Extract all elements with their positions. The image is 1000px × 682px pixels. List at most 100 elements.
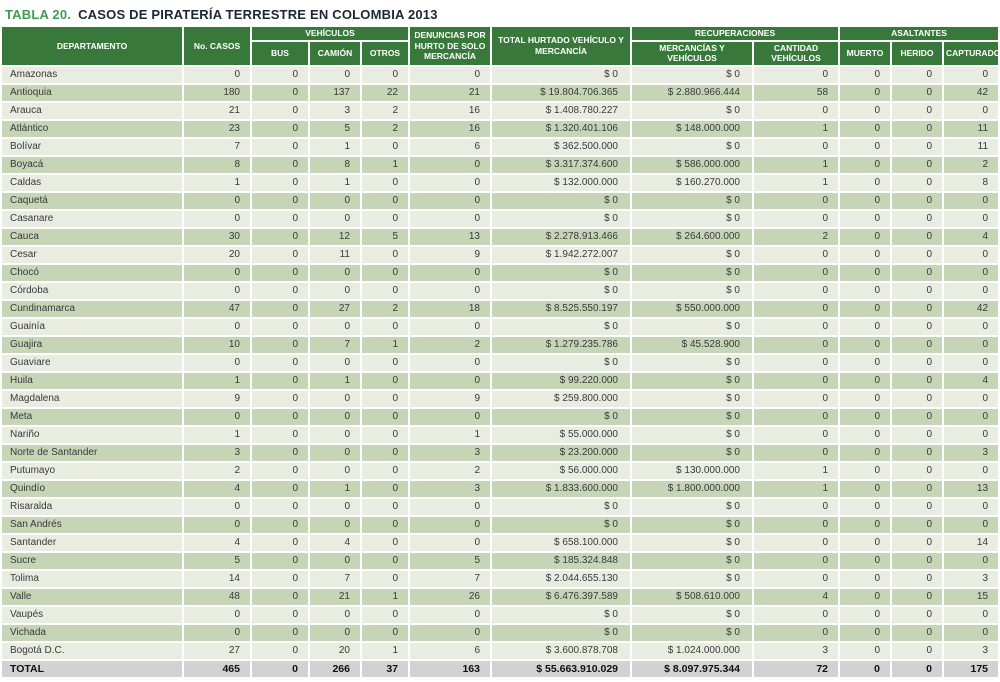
value-cell: 0 [184, 606, 250, 623]
value-cell: 0 [310, 606, 360, 623]
col-header-camion: CAMIÓN [310, 41, 360, 65]
department-cell: Bolívar [2, 138, 182, 155]
value-cell: 0 [184, 354, 250, 371]
value-cell: 0 [252, 354, 308, 371]
value-cell: 72 [754, 660, 839, 677]
value-cell: 0 [840, 426, 891, 443]
group-header-vehiculos: VEHÍCULOS [252, 27, 408, 40]
value-cell: $ 0 [632, 372, 752, 389]
value-cell: 0 [252, 534, 308, 551]
value-cell: 0 [184, 282, 250, 299]
department-cell: Nariño [2, 426, 182, 443]
department-cell: Córdoba [2, 282, 182, 299]
value-cell: 5 [410, 552, 490, 569]
value-cell: 0 [362, 192, 408, 209]
department-cell: Guajira [2, 336, 182, 353]
value-cell: 0 [840, 282, 891, 299]
value-cell: 0 [892, 462, 943, 479]
value-cell: 0 [754, 264, 839, 281]
col-header-no-casos: No. CASOS [184, 27, 250, 65]
value-cell: 0 [754, 534, 839, 551]
table-body: Amazonas 0 0 0 0 0 $ 0 $ 0 0 0 0 0 Antioquia 180 0 137 2… [2, 66, 999, 677]
value-cell: $ 1.942.272.007 [492, 246, 630, 263]
value-cell: $ 0 [632, 534, 752, 551]
value-cell: 0 [944, 192, 999, 209]
value-cell: 0 [410, 264, 490, 281]
value-cell: 27 [184, 642, 250, 659]
value-cell: 0 [892, 102, 943, 119]
value-cell: 0 [410, 174, 490, 191]
value-cell: 3 [944, 444, 999, 461]
value-cell: 7 [410, 570, 490, 587]
value-cell: 0 [310, 552, 360, 569]
value-cell: 0 [252, 606, 308, 623]
value-cell: 1 [754, 462, 839, 479]
value-cell: $ 132.000.000 [492, 174, 630, 191]
value-cell: 0 [944, 210, 999, 227]
value-cell: 1 [362, 336, 408, 353]
piracy-cases-table: DEPARTAMENTO No. CASOS VEHÍCULOS DENUNCI… [0, 25, 1000, 679]
value-cell: 2 [362, 300, 408, 317]
value-cell: 0 [310, 318, 360, 335]
value-cell: $ 1.408.780.227 [492, 102, 630, 119]
value-cell: $ 0 [632, 264, 752, 281]
value-cell: 0 [840, 624, 891, 641]
value-cell: 0 [310, 624, 360, 641]
value-cell: 1 [754, 120, 839, 137]
department-cell: Magdalena [2, 390, 182, 407]
value-cell: 0 [754, 552, 839, 569]
value-cell: 0 [754, 372, 839, 389]
value-cell: 0 [310, 516, 360, 533]
value-cell: 0 [310, 444, 360, 461]
value-cell: 0 [362, 516, 408, 533]
value-cell: 47 [184, 300, 250, 317]
department-cell: Quindío [2, 480, 182, 497]
value-cell: 1 [184, 372, 250, 389]
value-cell: $ 0 [632, 210, 752, 227]
department-cell: Sucre [2, 552, 182, 569]
value-cell: 0 [892, 390, 943, 407]
value-cell: 0 [892, 138, 943, 155]
col-header-departamento: DEPARTAMENTO [2, 27, 182, 65]
value-cell: 0 [754, 318, 839, 335]
value-cell: 0 [362, 174, 408, 191]
value-cell: 0 [754, 282, 839, 299]
department-cell: Guainía [2, 318, 182, 335]
value-cell: 0 [892, 426, 943, 443]
table-header: DEPARTAMENTO No. CASOS VEHÍCULOS DENUNCI… [2, 27, 999, 65]
value-cell: $ 0 [632, 552, 752, 569]
value-cell: 0 [754, 138, 839, 155]
value-cell: 3 [310, 102, 360, 119]
value-cell: 0 [944, 462, 999, 479]
value-cell: 14 [184, 570, 250, 587]
value-cell: $ 130.000.000 [632, 462, 752, 479]
value-cell: 1 [754, 480, 839, 497]
value-cell: 163 [410, 660, 490, 677]
value-cell: 0 [310, 66, 360, 83]
value-cell: 0 [892, 192, 943, 209]
value-cell: 175 [944, 660, 999, 677]
value-cell: 0 [252, 408, 308, 425]
value-cell: 0 [944, 624, 999, 641]
value-cell: 30 [184, 228, 250, 245]
value-cell: 0 [310, 282, 360, 299]
value-cell: 0 [252, 228, 308, 245]
value-cell: 0 [840, 246, 891, 263]
value-cell: 0 [944, 102, 999, 119]
value-cell: 0 [252, 552, 308, 569]
value-cell: $ 1.800.000.000 [632, 480, 752, 497]
value-cell: 21 [410, 84, 490, 101]
value-cell: 3 [944, 570, 999, 587]
value-cell: 0 [840, 588, 891, 605]
col-header-capturado: CAPTURADO [944, 41, 999, 65]
department-cell: Arauca [2, 102, 182, 119]
value-cell: 0 [840, 264, 891, 281]
value-cell: 0 [840, 210, 891, 227]
value-cell: $ 0 [632, 318, 752, 335]
value-cell: 0 [410, 66, 490, 83]
value-cell: 4 [184, 480, 250, 497]
